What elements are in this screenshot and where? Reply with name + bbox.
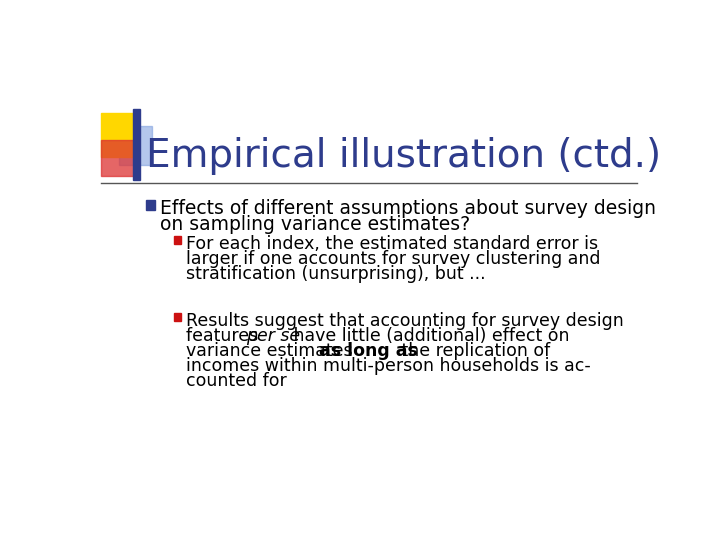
Text: variance estimates: variance estimates — [186, 342, 359, 360]
Text: larger if one accounts for survey clustering and: larger if one accounts for survey cluste… — [186, 250, 600, 268]
Bar — [133, 110, 140, 180]
Bar — [174, 313, 181, 321]
Bar — [174, 236, 181, 244]
Text: Results suggest that accounting for survey design: Results suggest that accounting for surv… — [186, 312, 624, 330]
Text: For each index, the estimated standard error is: For each index, the estimated standard e… — [186, 235, 598, 253]
Bar — [120, 126, 152, 165]
Text: counted for: counted for — [186, 372, 287, 390]
Text: as long as: as long as — [320, 342, 418, 360]
Text: Empirical illustration (ctd.): Empirical illustration (ctd.) — [145, 137, 661, 174]
Text: features: features — [186, 327, 264, 345]
Bar — [101, 112, 138, 157]
Text: stratification (unsurprising), but ...: stratification (unsurprising), but ... — [186, 265, 486, 283]
Text: on sampling variance estimates?: on sampling variance estimates? — [160, 215, 470, 234]
Text: incomes within multi-person households is ac-: incomes within multi-person households i… — [186, 357, 591, 375]
Text: per se: per se — [246, 327, 300, 345]
Text: have little (additional) effect on: have little (additional) effect on — [288, 327, 570, 345]
Text: the replication of: the replication of — [396, 342, 550, 360]
Bar — [101, 140, 135, 176]
Text: Effects of different assumptions about survey design: Effects of different assumptions about s… — [160, 199, 656, 218]
Bar — [145, 200, 155, 210]
